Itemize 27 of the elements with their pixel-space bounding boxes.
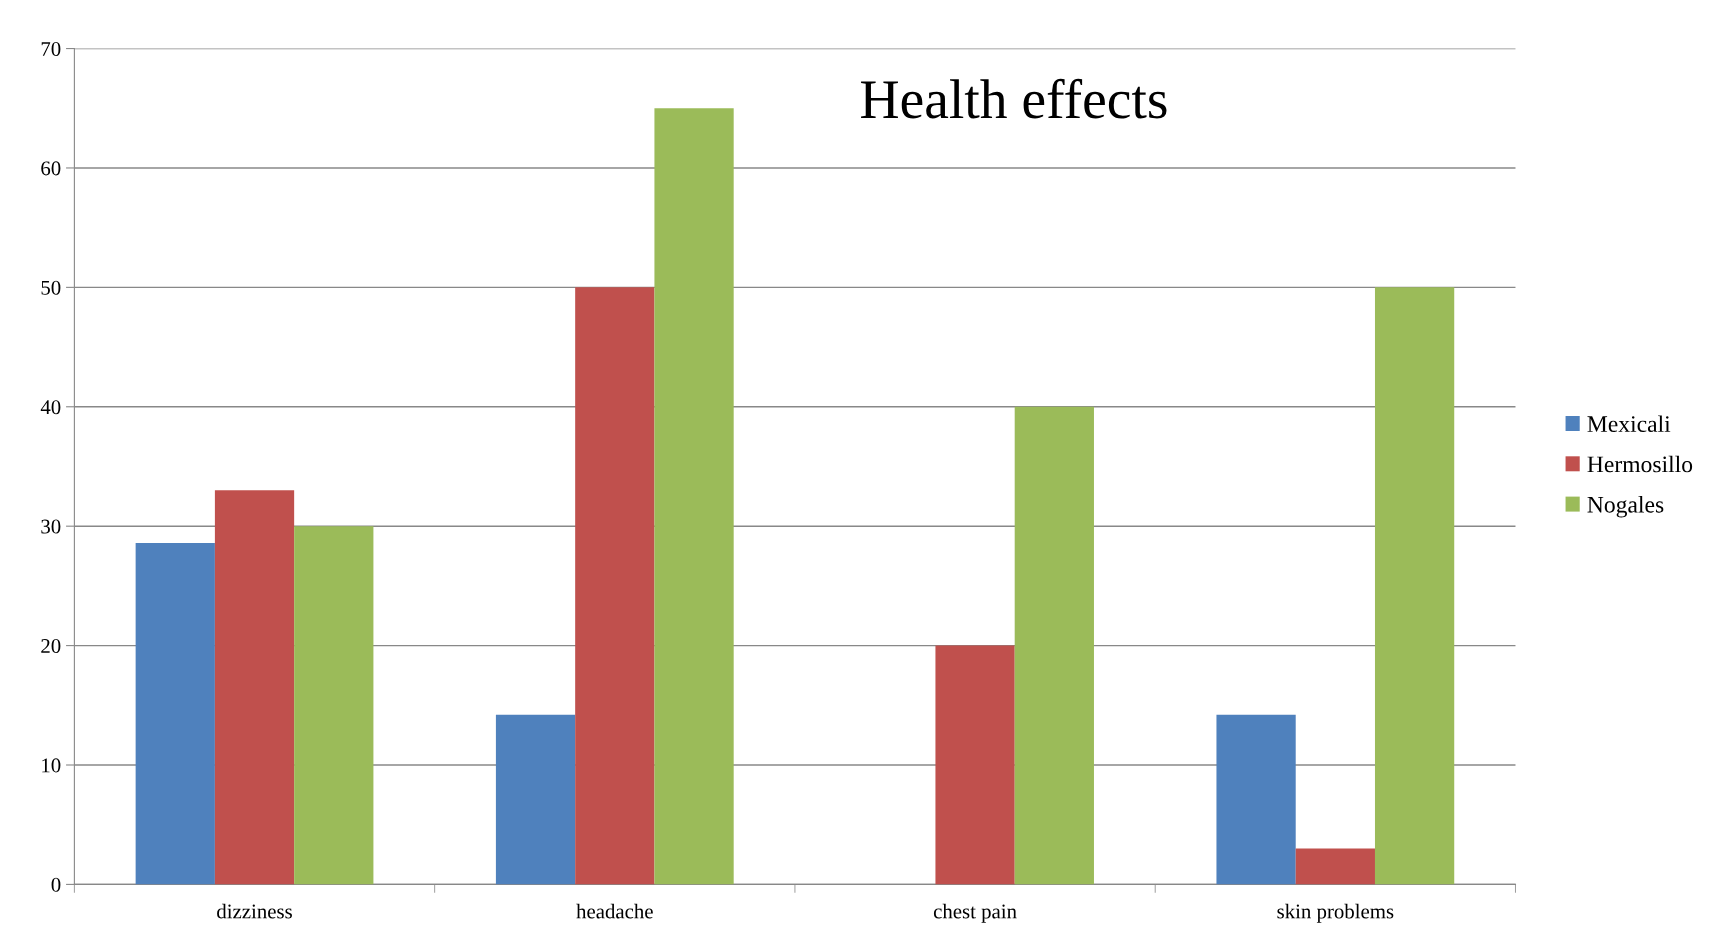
y-tick-label: 20	[41, 638, 61, 654]
x-tick-label: dizziness	[217, 903, 292, 919]
x-tick-label: headache	[576, 903, 653, 919]
y-tick-label: 10	[42, 758, 61, 773]
y-tick-label: 40	[40, 400, 61, 415]
y-tick-label: 70	[41, 41, 61, 56]
chart-title: Health effects	[861, 78, 1167, 119]
y-tick-label: 30	[41, 519, 61, 534]
bar	[214, 490, 295, 885]
bar	[654, 108, 734, 885]
legend-label: Nogales	[1587, 496, 1664, 518]
x-tick-label: skin problems	[1277, 903, 1394, 923]
bar	[135, 542, 215, 885]
bar	[1295, 848, 1375, 885]
y-tick-label: 60	[41, 161, 61, 176]
legend-label: Hermosillo	[1587, 455, 1693, 473]
bar	[294, 526, 374, 885]
bar	[1014, 406, 1094, 885]
bar	[575, 287, 655, 885]
legend-label: Mexicali	[1587, 415, 1671, 433]
y-tick-label: 0	[51, 877, 61, 892]
bar	[1216, 714, 1296, 885]
bar	[1374, 287, 1455, 885]
x-tick-label: chest pain	[933, 903, 1017, 923]
bar	[935, 645, 1015, 885]
y-tick-label: 50	[41, 280, 61, 295]
bar	[495, 714, 576, 885]
